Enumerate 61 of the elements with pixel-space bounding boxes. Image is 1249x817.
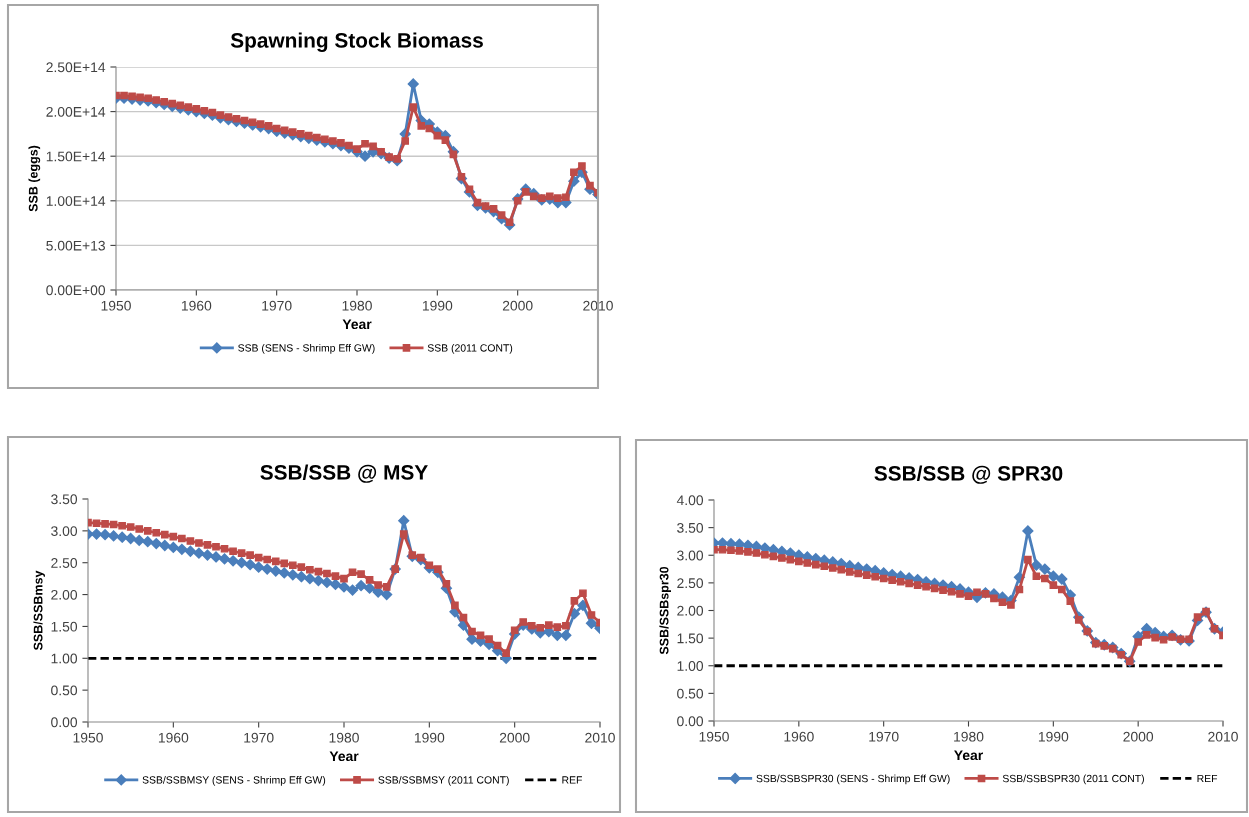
x-tick-label: 2000 <box>502 300 533 311</box>
y-tick-label: 1.00 <box>51 653 78 664</box>
y-tick-label: 2.00 <box>677 605 704 616</box>
y-axis-title: SSB/SSBmsy <box>33 570 45 651</box>
x-tick-label: 1950 <box>699 731 729 742</box>
chart-title: Spawning Stock Biomass <box>230 32 483 52</box>
y-tick-label: 1.50 <box>51 621 78 632</box>
x-tick-label: 1960 <box>181 300 212 311</box>
x-tick-label: 2000 <box>1123 731 1154 742</box>
x-tick-label: 1950 <box>101 300 131 311</box>
x-tick-label: 1970 <box>244 732 274 743</box>
chart-title: SSB/SSB @ SPR30 <box>874 465 1063 484</box>
y-tick-label: 2.50 <box>677 578 704 589</box>
legend-label: SSB/SSBMSY (SENS - Shrimp Eff GW) <box>142 775 326 786</box>
y-tick-label: 0.50 <box>677 688 704 699</box>
y-tick-label: 0.50 <box>51 685 78 696</box>
y-tick-label: 2.00 <box>51 589 78 600</box>
x-tick-label: 1970 <box>869 731 899 742</box>
x-tick-label: 1960 <box>158 732 189 743</box>
y-tick-label: 1.50E+14 <box>46 151 106 162</box>
x-tick-label: 1980 <box>329 732 359 743</box>
x-tick-label: 1960 <box>784 731 814 742</box>
y-tick-label: 1.00 <box>677 661 704 671</box>
x-tick-label: 2010 <box>1208 731 1238 742</box>
y-axis-title: SSB (eggs) <box>28 145 41 212</box>
y-tick-label: 2.50E+14 <box>46 62 106 73</box>
y-tick-label: 3.50 <box>677 522 704 533</box>
x-axis-title: Year <box>954 750 983 761</box>
x-tick-label: 1970 <box>262 300 292 311</box>
y-tick-label: 0.00 <box>677 716 704 727</box>
y-tick-label: 3.50 <box>51 494 78 505</box>
y-tick-label: 1.00E+14 <box>46 196 106 206</box>
y-tick-label: 0.00E+00 <box>46 285 106 296</box>
chart-title: SSB/SSB @ MSY <box>260 464 428 483</box>
x-tick-label: 2010 <box>583 300 613 311</box>
y-tick-label: 3.00 <box>51 526 78 537</box>
y-tick-label: 2.50 <box>51 558 78 568</box>
x-tick-label: 2010 <box>585 732 615 743</box>
x-tick-label: 1990 <box>1038 731 1069 742</box>
legend-label: SSB/SSBMSY (2011 CONT) <box>378 775 509 786</box>
y-tick-label: 4.00 <box>676 495 704 506</box>
x-tick-label: 1950 <box>73 732 103 743</box>
y-tick-label: 2.00E+14 <box>46 106 106 117</box>
x-axis-title: Year <box>329 751 359 762</box>
legend-label: SSB/SSBSPR30 (2011 CONT) <box>1002 774 1144 785</box>
y-tick-label: 3.00 <box>677 550 704 561</box>
x-tick-label: 1980 <box>954 731 984 742</box>
legend-label: REF <box>562 776 582 784</box>
x-tick-label: 1990 <box>414 732 445 743</box>
x-tick-label: 2000 <box>499 732 530 743</box>
x-tick-label: 1990 <box>422 300 453 311</box>
y-axis-title: SSB/SSBspr30 <box>659 566 671 655</box>
x-tick-label: 1980 <box>342 300 372 311</box>
legend-label: SSB/SSBSPR30 (SENS - Shrimp Eff GW) <box>756 774 950 785</box>
legend-label: SSB (2011 CONT) <box>427 343 513 354</box>
y-tick-label: 0.00 <box>51 717 78 728</box>
x-axis-title: Year <box>342 319 372 330</box>
legend-label: REF <box>1197 774 1218 783</box>
y-tick-label: 1.50 <box>677 633 704 644</box>
legend-label: SSB (SENS - Shrimp Eff GW) <box>238 343 375 354</box>
y-tick-label: 5.00E+13 <box>46 240 105 251</box>
